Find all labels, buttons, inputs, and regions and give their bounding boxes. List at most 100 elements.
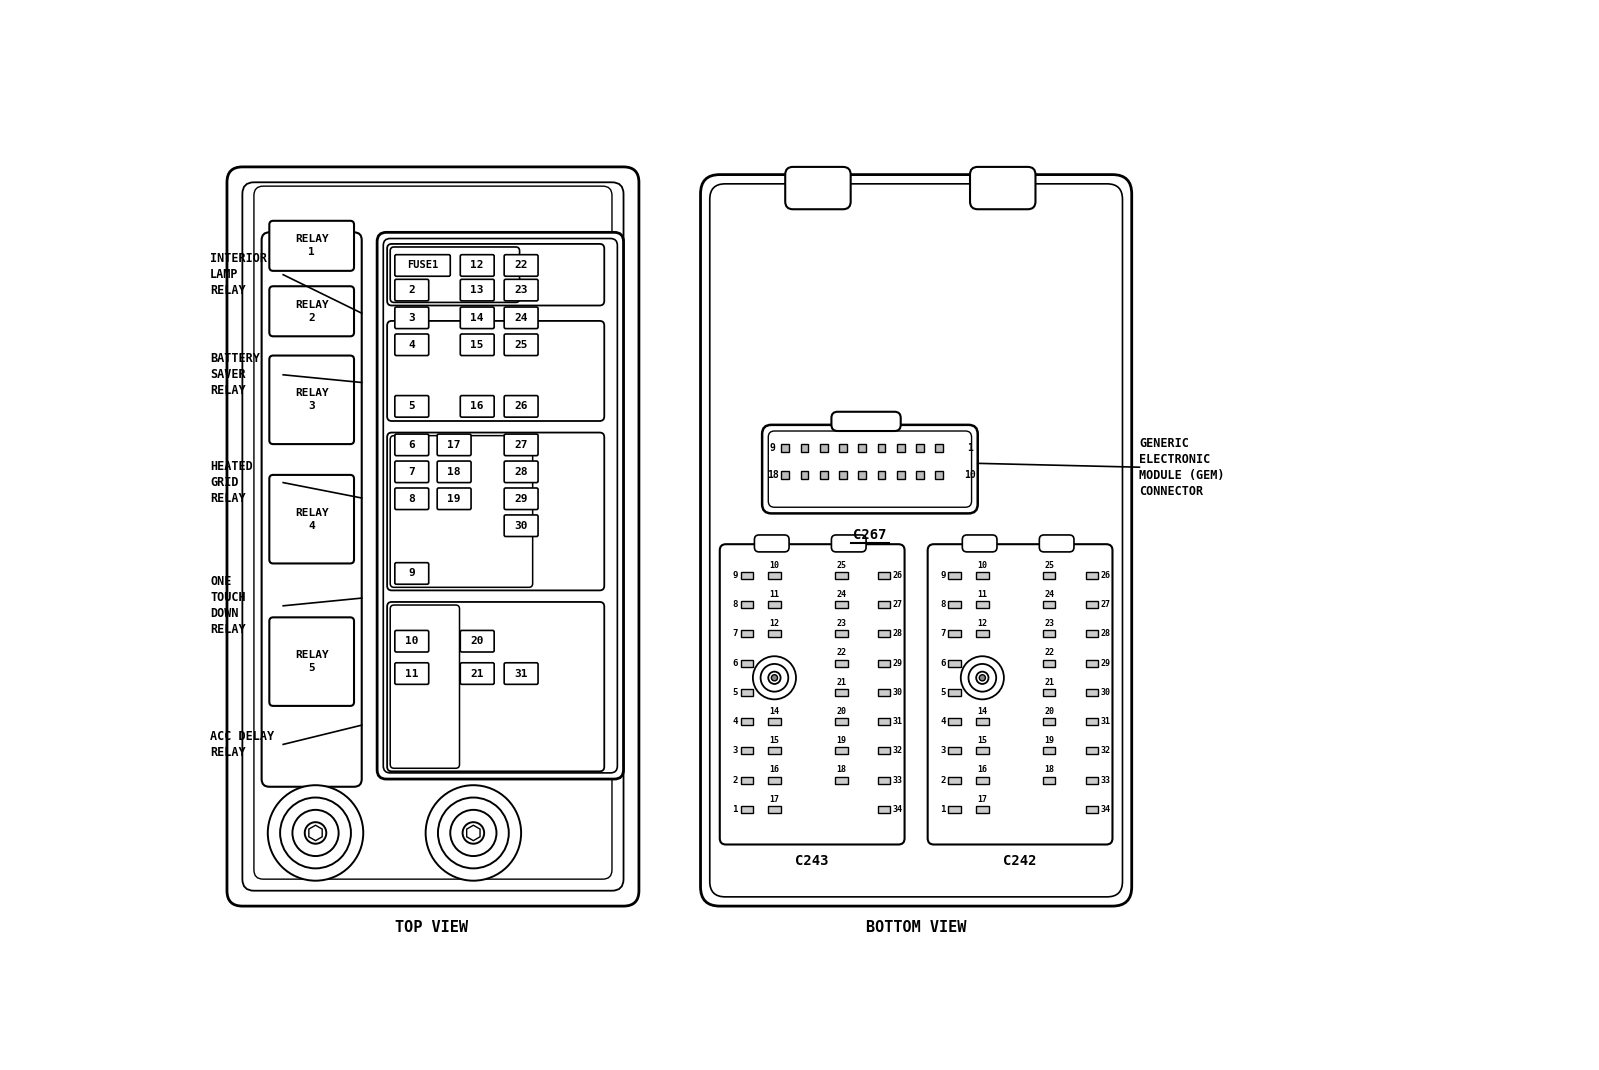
- Circle shape: [761, 663, 788, 691]
- Text: 14: 14: [977, 707, 987, 716]
- Text: 22: 22: [836, 648, 846, 657]
- Bar: [935, 471, 943, 478]
- Bar: [740, 718, 753, 725]
- Bar: [768, 777, 780, 783]
- FancyBboxPatch shape: [387, 244, 604, 306]
- Bar: [740, 777, 753, 783]
- Text: 12: 12: [470, 260, 484, 271]
- Bar: [897, 444, 905, 452]
- Bar: [801, 471, 809, 478]
- FancyBboxPatch shape: [504, 515, 537, 536]
- Bar: [948, 660, 961, 667]
- Text: 17: 17: [448, 440, 461, 449]
- Text: 23: 23: [515, 285, 528, 295]
- Text: 11: 11: [405, 669, 419, 678]
- Text: C267: C267: [854, 528, 887, 542]
- FancyBboxPatch shape: [387, 432, 604, 591]
- FancyBboxPatch shape: [831, 535, 867, 552]
- Text: 21: 21: [470, 669, 484, 678]
- Text: 25: 25: [515, 340, 528, 350]
- Bar: [1086, 777, 1099, 783]
- Circle shape: [462, 822, 484, 844]
- Text: ONE
TOUCH
DOWN
RELAY: ONE TOUCH DOWN RELAY: [209, 576, 246, 637]
- Bar: [768, 601, 780, 608]
- Bar: [768, 572, 780, 579]
- Polygon shape: [467, 825, 480, 841]
- FancyBboxPatch shape: [720, 545, 905, 844]
- Text: 27: 27: [892, 600, 902, 609]
- Bar: [1086, 601, 1099, 608]
- Bar: [782, 471, 788, 478]
- Bar: [835, 748, 847, 754]
- Bar: [740, 572, 753, 579]
- Bar: [740, 601, 753, 608]
- FancyBboxPatch shape: [461, 396, 494, 417]
- Text: BATTERY
SAVER
RELAY: BATTERY SAVER RELAY: [209, 352, 261, 397]
- Text: 23: 23: [1044, 620, 1054, 628]
- Bar: [975, 777, 988, 783]
- Bar: [897, 471, 905, 478]
- FancyBboxPatch shape: [395, 279, 429, 301]
- FancyBboxPatch shape: [461, 630, 494, 652]
- Text: RELAY
3: RELAY 3: [294, 388, 328, 412]
- Text: 30: 30: [515, 521, 528, 531]
- FancyBboxPatch shape: [461, 334, 494, 355]
- Circle shape: [979, 675, 985, 681]
- Text: 7: 7: [732, 629, 737, 639]
- Bar: [740, 748, 753, 754]
- FancyBboxPatch shape: [504, 662, 537, 685]
- Text: 10: 10: [964, 470, 975, 480]
- FancyBboxPatch shape: [1039, 535, 1075, 552]
- Text: INTERIOR
LAMP
RELAY: INTERIOR LAMP RELAY: [209, 253, 267, 297]
- FancyBboxPatch shape: [504, 461, 537, 483]
- FancyBboxPatch shape: [269, 287, 353, 336]
- Text: 31: 31: [1100, 717, 1110, 727]
- Text: 27: 27: [515, 440, 528, 449]
- Text: 12: 12: [769, 620, 779, 628]
- Bar: [740, 806, 753, 813]
- Text: 21: 21: [1044, 677, 1054, 687]
- FancyBboxPatch shape: [395, 396, 429, 417]
- Circle shape: [293, 810, 339, 856]
- Text: 6: 6: [408, 440, 416, 449]
- Text: 18: 18: [1044, 765, 1054, 775]
- Bar: [948, 718, 961, 725]
- Text: 2: 2: [408, 285, 416, 295]
- FancyBboxPatch shape: [437, 488, 472, 509]
- Bar: [975, 718, 988, 725]
- Bar: [1043, 777, 1055, 783]
- Bar: [975, 748, 988, 754]
- Bar: [948, 806, 961, 813]
- Text: RELAY
4: RELAY 4: [294, 507, 328, 531]
- Text: 7: 7: [408, 467, 416, 477]
- Bar: [948, 689, 961, 696]
- Circle shape: [975, 672, 988, 684]
- Text: 16: 16: [470, 401, 484, 411]
- Bar: [1043, 660, 1055, 667]
- FancyBboxPatch shape: [395, 334, 429, 355]
- FancyBboxPatch shape: [437, 434, 472, 456]
- FancyBboxPatch shape: [269, 220, 353, 271]
- Text: 24: 24: [836, 590, 846, 599]
- Text: 29: 29: [892, 659, 902, 668]
- FancyBboxPatch shape: [504, 396, 537, 417]
- Circle shape: [768, 672, 780, 684]
- Bar: [1086, 748, 1099, 754]
- Bar: [878, 718, 891, 725]
- Circle shape: [451, 810, 496, 856]
- FancyBboxPatch shape: [395, 307, 429, 328]
- Bar: [1043, 601, 1055, 608]
- Text: 5: 5: [732, 688, 737, 697]
- Text: 20: 20: [836, 707, 846, 716]
- Text: C243: C243: [795, 855, 828, 869]
- Text: 14: 14: [470, 312, 484, 323]
- Bar: [801, 444, 809, 452]
- Text: 8: 8: [408, 493, 416, 504]
- Text: 18: 18: [768, 470, 779, 480]
- Text: 8: 8: [940, 600, 945, 609]
- Text: 8: 8: [732, 600, 737, 609]
- Bar: [835, 777, 847, 783]
- Text: 22: 22: [1044, 648, 1054, 657]
- Circle shape: [969, 663, 996, 691]
- Text: 28: 28: [892, 629, 902, 639]
